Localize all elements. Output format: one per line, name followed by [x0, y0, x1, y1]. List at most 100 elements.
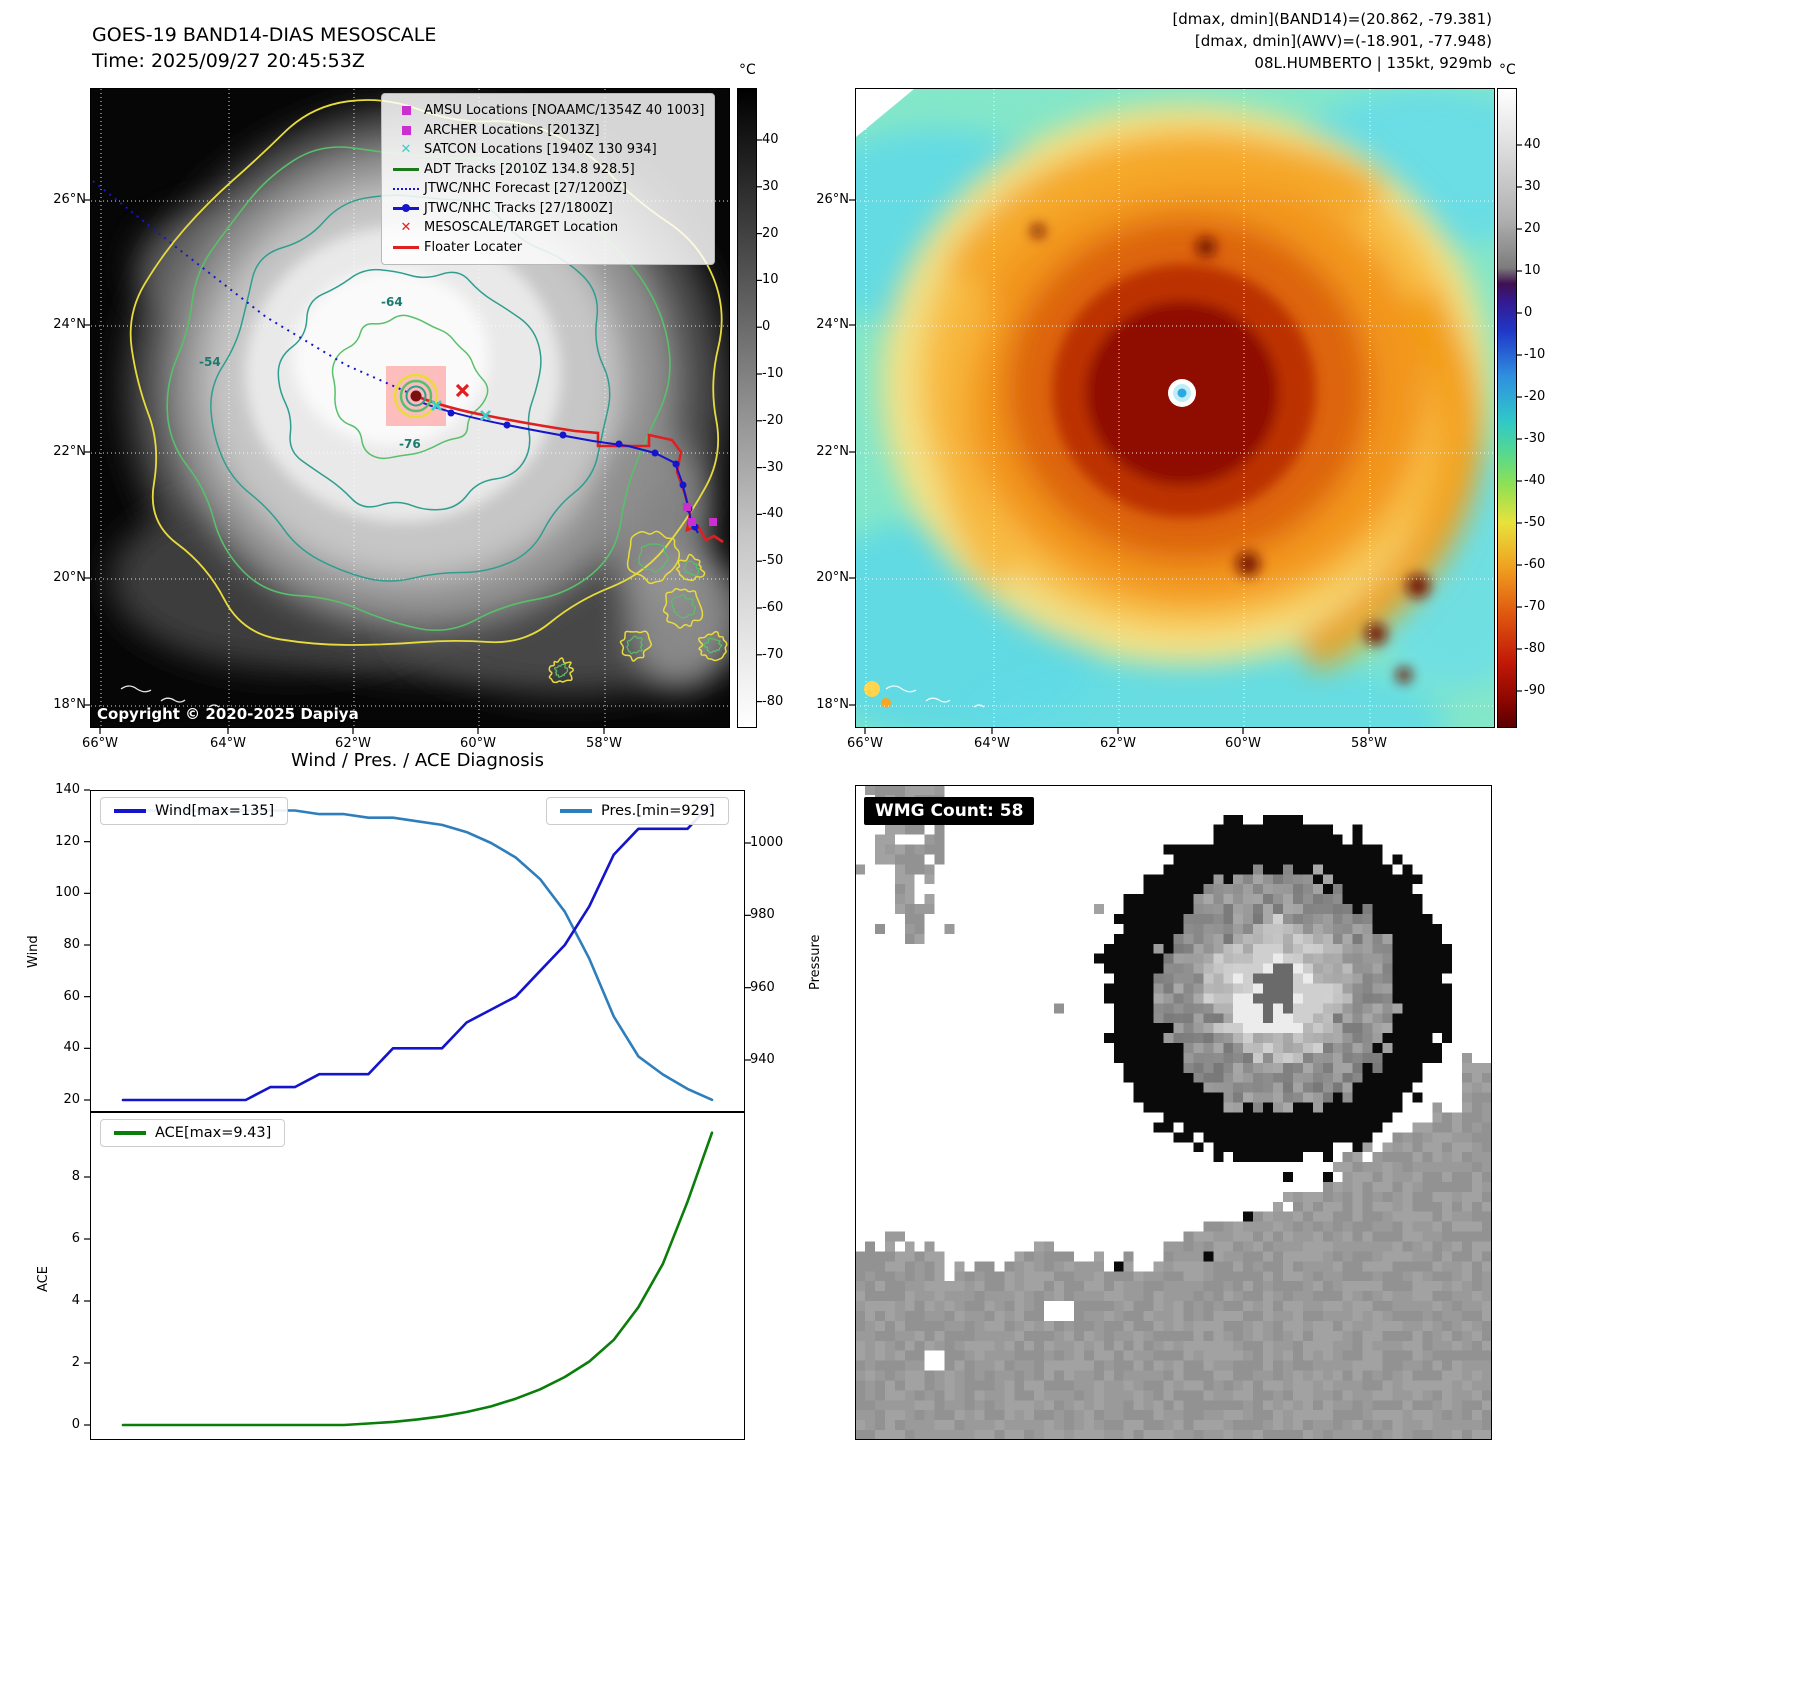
line-marker-icon	[393, 245, 419, 249]
colorbar-tick: -30	[762, 459, 784, 475]
contour-line	[662, 588, 704, 629]
legend-item: ✕ MESOSCALE/TARGET Location	[388, 218, 704, 238]
wind-tick: 20	[63, 1092, 80, 1107]
x-marker-icon: ✕	[400, 142, 412, 157]
wmg-count-badge: WMG Count: 58	[864, 797, 1035, 825]
enhanced-ir-satellite-image	[856, 89, 1494, 727]
lat-label: 24°N	[53, 317, 86, 332]
lon-label: 64°W	[974, 736, 1010, 751]
pressure-legend-line-sample	[560, 809, 592, 813]
copyright-text: Copyright © 2020-2025 Dapiya	[97, 705, 359, 723]
square-marker-icon	[401, 106, 411, 116]
contour-line	[331, 314, 489, 460]
lon-label: 66°W	[847, 736, 883, 751]
colorbar-unit-left: °C	[739, 62, 756, 78]
wind-axis-label: Wind	[26, 935, 41, 968]
ace-legend: ACE[max=9.43]	[100, 1119, 286, 1147]
band14-map-panel: AMSU Locations [NOAAMC/1354Z 40 1003] ARC…	[90, 88, 730, 728]
pressure-legend: Pres.[min=929]	[546, 797, 729, 825]
satcon-markers	[431, 400, 491, 421]
ace-tick: 8	[71, 1169, 80, 1184]
wind-pressure-chart	[90, 790, 745, 1112]
ace-tick: 4	[71, 1293, 80, 1308]
diagnosis-chart-title: Wind / Pres. / ACE Diagnosis	[290, 750, 545, 771]
coastlines	[885, 685, 985, 708]
ace-chart	[90, 1112, 745, 1440]
storm-id-intensity: 08L.HUMBERTO | 135kt, 929mb	[1254, 54, 1492, 72]
colorbar-tick: -10	[762, 366, 784, 381]
ace-legend-line-sample	[114, 1131, 146, 1135]
contour-line	[682, 560, 700, 577]
lat-label: 20°N	[816, 570, 849, 585]
legend-label: JTWC/NHC Tracks [27/1800Z]	[424, 200, 613, 216]
ace-tick: 0	[71, 1417, 80, 1432]
hurricane-eye	[1168, 379, 1196, 407]
pressure-axis-label: Pressure	[808, 934, 823, 990]
wmg-pixel-image	[855, 785, 1492, 1440]
map-title-line1: GOES-19 BAND14-DIAS MESOSCALE	[92, 24, 437, 46]
lon-label: 58°W	[586, 736, 622, 751]
lon-label: 62°W	[1100, 736, 1136, 751]
wind-legend-label: Wind[max=135]	[155, 803, 275, 819]
colorbar-unit-right: °C	[1499, 62, 1516, 78]
colorbar-tick: 30	[762, 178, 779, 194]
colorbar-tick: -60	[762, 600, 784, 615]
amsu-archer-markers	[683, 503, 717, 526]
lat-label: 22°N	[816, 444, 849, 459]
colorbar-tick: 10	[762, 272, 779, 288]
ace-tick: 6	[71, 1231, 80, 1246]
legend-label: MESOSCALE/TARGET Location	[424, 220, 619, 235]
legend-label: Floater Locater	[424, 239, 523, 255]
lat-label: 26°N	[53, 192, 86, 207]
colorbar-tick: 30	[1524, 179, 1541, 194]
band14-satellite-image	[91, 89, 729, 727]
colorbar-tick: 0	[762, 319, 771, 335]
contour-line	[703, 637, 723, 654]
colorbar-tick: 20	[1524, 221, 1541, 236]
colorbar-tick: -90	[1524, 683, 1546, 698]
colorbar-tick: 40	[762, 132, 779, 147]
colorbar-tick: -10	[1524, 347, 1546, 362]
pressure-tick: 960	[750, 979, 775, 995]
x-marker-icon: ✕	[400, 220, 412, 235]
contour-line	[619, 630, 652, 662]
map-legend: AMSU Locations [NOAAMC/1354Z 40 1003] ARC…	[381, 93, 716, 265]
colorbar-band14	[737, 88, 757, 728]
legend-item: ✕ SATCON Locations [1940Z 130 934]	[388, 140, 704, 160]
contour-line	[670, 594, 696, 619]
wind-tick: 80	[63, 937, 80, 952]
legend-label: AMSU Locations [NOAAMC/1354Z 40 1003]	[424, 103, 705, 118]
colorbar-enhanced-ir	[1497, 88, 1517, 728]
contour-line	[675, 553, 706, 582]
adt-eye-rings	[393, 373, 439, 419]
contour-line	[553, 663, 569, 678]
legend-label: SATCON Locations [1940Z 130 934]	[424, 142, 657, 157]
colorbar-tick: 10	[1524, 263, 1541, 278]
legend-label: JTWC/NHC Forecast [27/1200Z]	[424, 181, 627, 196]
dotted-line-marker-icon	[393, 187, 419, 190]
colorbar-tick: 40	[1524, 137, 1541, 152]
legend-label: ARCHER Locations [2013Z]	[424, 122, 600, 138]
colorbar-tick: -40	[762, 506, 784, 522]
dmax-dmin-band14: [dmax, dmin](BAND14)=(20.862, -79.381)	[1172, 10, 1492, 28]
wind-tick: 140	[55, 782, 80, 797]
pressure-legend-label: Pres.[min=929]	[601, 803, 715, 819]
wind-tick: 100	[55, 885, 80, 901]
pressure-tick: 940	[750, 1052, 775, 1067]
wind-tick: 120	[55, 833, 80, 849]
latlon-grid	[856, 89, 1494, 727]
legend-item: JTWC/NHC Tracks [27/1800Z]	[388, 199, 704, 219]
contour-line	[626, 530, 681, 585]
contour-label: -76	[399, 437, 421, 451]
lon-label: 60°W	[460, 736, 496, 751]
contour-label: -54	[199, 355, 221, 369]
coastlines	[120, 685, 220, 708]
legend-item: ADT Tracks [2010Z 134.8 928.5]	[388, 160, 704, 180]
lon-label: 58°W	[1351, 736, 1387, 751]
legend-label: ADT Tracks [2010Z 134.8 928.5]	[424, 161, 635, 177]
lat-label: 26°N	[816, 192, 849, 207]
lon-label: 66°W	[82, 736, 118, 751]
legend-item: Floater Locater	[388, 238, 704, 258]
lat-label: 24°N	[816, 317, 849, 332]
